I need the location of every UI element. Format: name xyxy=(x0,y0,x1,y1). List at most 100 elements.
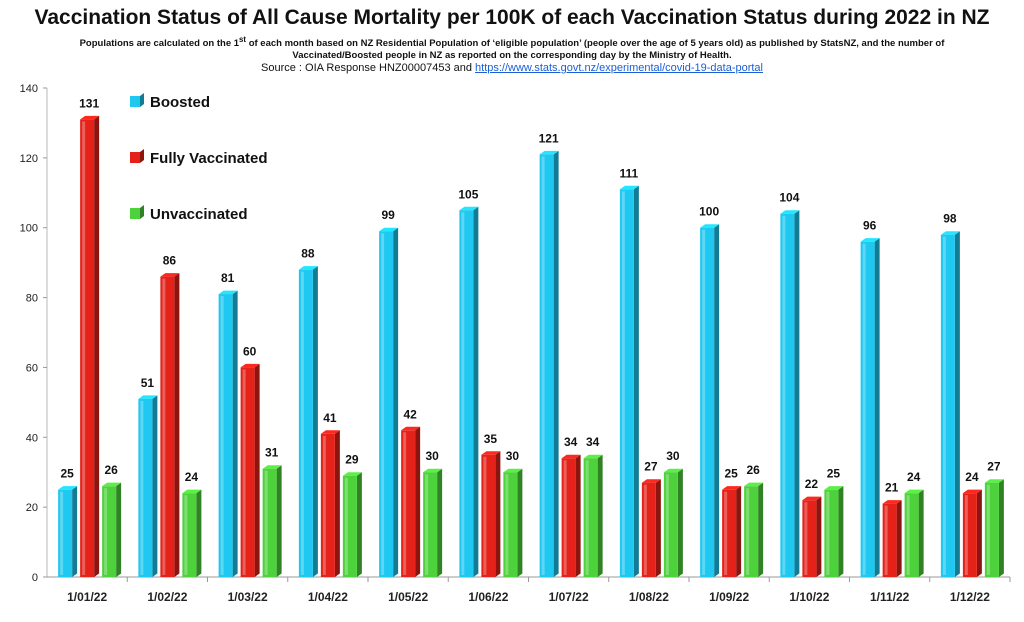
data-label: 51 xyxy=(141,376,155,390)
bar-highlight xyxy=(220,296,224,575)
source-link[interactable]: https://www.stats.govt.nz/experimental/c… xyxy=(475,62,763,74)
bar xyxy=(722,489,737,577)
data-label: 25 xyxy=(60,467,74,481)
bar-highlight xyxy=(104,488,108,575)
bar-highlight xyxy=(884,505,888,575)
bar xyxy=(539,154,554,577)
bar-highlight xyxy=(986,484,990,575)
data-label: 21 xyxy=(885,481,899,495)
bar xyxy=(138,398,153,577)
bar-highlight xyxy=(140,400,144,575)
x-tick-label: 1/03/22 xyxy=(228,590,268,604)
bar-top xyxy=(641,479,661,483)
bar-highlight xyxy=(804,502,808,575)
bar-side xyxy=(918,489,924,577)
bar-highlight xyxy=(82,121,86,575)
bar-highlight xyxy=(643,484,647,575)
data-label: 24 xyxy=(907,470,921,484)
bar-highlight xyxy=(242,369,246,575)
chart-title: Vaccination Status of All Cause Mortalit… xyxy=(34,6,990,29)
bar xyxy=(780,213,795,577)
data-label: 111 xyxy=(620,166,639,180)
bar-top xyxy=(802,496,822,501)
data-label: 131 xyxy=(79,96,99,110)
bar-side xyxy=(954,231,960,577)
bar-side xyxy=(312,266,318,577)
bar-highlight xyxy=(60,491,64,575)
bar-top xyxy=(700,224,720,228)
bar xyxy=(802,500,817,577)
y-tick-label: 0 xyxy=(32,572,38,584)
bar xyxy=(379,231,394,577)
bar-top xyxy=(583,454,603,459)
bar-top xyxy=(984,479,1004,483)
data-label: 104 xyxy=(779,191,799,205)
bar xyxy=(561,458,576,577)
x-tick-label: 1/08/22 xyxy=(629,590,669,604)
bar xyxy=(583,458,598,577)
bar xyxy=(984,482,999,577)
data-label: 22 xyxy=(805,477,819,491)
bar-highlight xyxy=(563,460,567,575)
x-tick-label: 1/10/22 xyxy=(789,590,829,604)
bar-highlight xyxy=(541,156,545,575)
bar-side xyxy=(714,224,720,577)
data-label: 99 xyxy=(381,208,395,222)
data-label: 24 xyxy=(965,470,979,484)
bar-top xyxy=(182,489,202,494)
data-label: 30 xyxy=(666,449,680,463)
data-label: 98 xyxy=(943,212,957,226)
source-label: Source : OIA Response HNZ00007453 and xyxy=(261,62,472,74)
bar-side xyxy=(517,468,523,577)
bar-side xyxy=(116,482,122,577)
x-tick-label: 1/06/22 xyxy=(468,590,508,604)
data-label: 25 xyxy=(827,467,841,481)
bar-top xyxy=(539,150,559,155)
data-label: 24 xyxy=(185,470,199,484)
x-tick-label: 1/12/22 xyxy=(950,590,990,604)
bar-top xyxy=(298,266,318,270)
bar xyxy=(860,241,875,577)
bar-top xyxy=(58,486,78,490)
bar-side xyxy=(998,479,1004,577)
bar xyxy=(882,503,897,577)
legend-label: Boosted xyxy=(150,94,210,111)
bar-highlight xyxy=(782,215,786,575)
chart-subtitle: Populations are calculated on the 1st of… xyxy=(40,34,984,62)
bar-highlight xyxy=(585,460,589,575)
bar-top xyxy=(503,468,523,473)
data-label: 30 xyxy=(425,449,439,463)
bar-highlight xyxy=(505,474,509,575)
subtitle-pre: Populations are calculated on the 1 xyxy=(79,38,240,50)
bar-top xyxy=(780,210,800,214)
bar-side xyxy=(874,238,880,577)
bar xyxy=(503,472,518,577)
bar-highlight xyxy=(906,495,910,575)
bar-side xyxy=(816,496,822,577)
bar xyxy=(904,493,919,577)
subtitle-sup: st xyxy=(239,35,247,44)
y-tick-label: 20 xyxy=(26,502,38,514)
data-label: 86 xyxy=(163,254,177,268)
bar-top xyxy=(240,363,260,368)
bar-top xyxy=(962,489,982,494)
bar-side xyxy=(736,486,742,577)
legend-swatch xyxy=(130,96,140,107)
bar-highlight xyxy=(461,212,465,575)
bar-highlight xyxy=(665,474,669,575)
data-label: 121 xyxy=(539,131,559,145)
bar-side xyxy=(758,482,764,577)
legend-swatch-side xyxy=(140,205,144,219)
bar xyxy=(744,486,759,577)
bar-top xyxy=(401,426,421,431)
x-tick-label: 1/04/22 xyxy=(308,590,348,604)
bar-highlight xyxy=(746,488,750,575)
bar xyxy=(298,269,313,577)
data-label: 27 xyxy=(644,460,658,474)
bar-side xyxy=(356,472,362,577)
bar-top xyxy=(824,486,844,490)
y-tick-label: 120 xyxy=(20,153,38,165)
bar-highlight xyxy=(702,229,706,575)
bar xyxy=(240,367,255,577)
bar-side xyxy=(152,395,158,577)
